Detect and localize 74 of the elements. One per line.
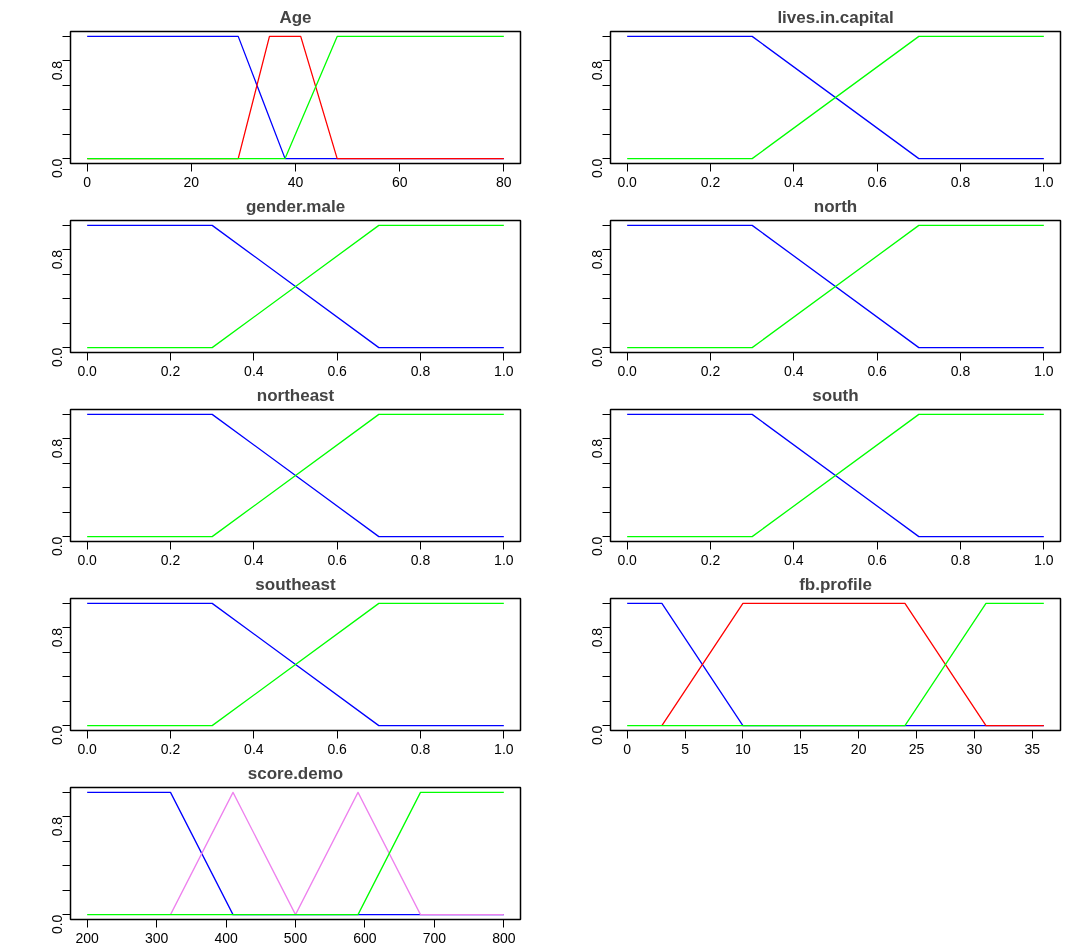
chart-title: lives.in.capital bbox=[777, 7, 894, 27]
x-tick-label: 0.4 bbox=[244, 362, 264, 379]
x-tick-label: 1.0 bbox=[1034, 551, 1054, 568]
y-tick-label: 0.8 bbox=[49, 816, 66, 837]
x-tick-label: 0.4 bbox=[784, 362, 804, 379]
x-tick-label: 60 bbox=[391, 173, 408, 190]
x-tick-label: 40 bbox=[287, 173, 304, 190]
x-tick-label: 0.6 bbox=[327, 740, 348, 757]
x-tick-label: 0.2 bbox=[160, 362, 181, 379]
chart-title: north bbox=[813, 196, 858, 216]
x-tick-label: 0 bbox=[623, 740, 632, 757]
x-tick-label: 600 bbox=[353, 929, 377, 946]
chart-title: Age bbox=[279, 7, 312, 27]
x-tick-label: 0.8 bbox=[410, 740, 431, 757]
x-tick-label: 0.8 bbox=[410, 362, 431, 379]
x-tick-label: 25 bbox=[908, 740, 925, 757]
x-tick-label: 20 bbox=[183, 173, 200, 190]
y-tick-label: 0.8 bbox=[589, 438, 606, 459]
y-tick-label: 0.8 bbox=[49, 438, 66, 459]
chart-title: score.demo bbox=[247, 763, 344, 783]
x-tick-label: 0.6 bbox=[327, 362, 348, 379]
x-tick-label: 0.6 bbox=[867, 362, 888, 379]
x-tick-label: 0.0 bbox=[617, 551, 638, 568]
x-tick-label: 300 bbox=[144, 929, 169, 946]
x-tick-label: 700 bbox=[422, 929, 447, 946]
y-tick-label: 0.8 bbox=[49, 627, 66, 648]
y-tick-label: 0.8 bbox=[49, 60, 66, 81]
x-tick-label: 500 bbox=[283, 929, 308, 946]
x-tick-label: 1.0 bbox=[494, 551, 514, 568]
x-tick-label: 0.6 bbox=[867, 551, 888, 568]
chart-title: south bbox=[812, 385, 859, 405]
x-tick-label: 0.8 bbox=[410, 551, 431, 568]
x-tick-label: 1.0 bbox=[494, 362, 514, 379]
x-tick-label: 0.8 bbox=[950, 551, 971, 568]
chart-title: gender.male bbox=[245, 196, 346, 216]
x-tick-label: 0.2 bbox=[160, 551, 181, 568]
x-tick-label: 80 bbox=[496, 173, 512, 190]
x-tick-label: 0.0 bbox=[77, 740, 98, 757]
x-tick-label: 0.4 bbox=[784, 173, 804, 190]
x-tick-label: 0.0 bbox=[77, 362, 98, 379]
x-tick-label: 200 bbox=[75, 929, 100, 946]
x-tick-label: 0.0 bbox=[77, 551, 98, 568]
x-tick-label: 0.0 bbox=[617, 362, 638, 379]
y-tick-label: 0.8 bbox=[49, 249, 66, 270]
x-tick-label: 0.4 bbox=[244, 740, 264, 757]
x-tick-label: 0.2 bbox=[160, 740, 181, 757]
x-tick-label: 0.6 bbox=[867, 173, 888, 190]
chart-title: fb.profile bbox=[799, 574, 872, 594]
x-tick-label: 1.0 bbox=[1034, 362, 1054, 379]
x-tick-label: 800 bbox=[492, 929, 516, 946]
y-tick-label: 0.8 bbox=[589, 627, 606, 648]
x-tick-label: 0.2 bbox=[700, 551, 721, 568]
x-tick-label: 0.2 bbox=[700, 173, 721, 190]
x-tick-label: 0.0 bbox=[617, 173, 638, 190]
y-tick-label: 0.8 bbox=[589, 60, 606, 81]
x-tick-label: 10 bbox=[735, 740, 751, 757]
chart-title: southeast bbox=[255, 574, 336, 594]
x-tick-label: 0.8 bbox=[950, 173, 971, 190]
x-tick-label: 35 bbox=[1024, 740, 1041, 757]
x-tick-label: 1.0 bbox=[1034, 173, 1054, 190]
x-tick-label: 0.6 bbox=[327, 551, 348, 568]
x-tick-label: 0 bbox=[83, 173, 92, 190]
x-tick-label: 400 bbox=[214, 929, 238, 946]
x-tick-label: 0.4 bbox=[784, 551, 804, 568]
chart-title: northeast bbox=[256, 385, 335, 405]
x-tick-label: 0.4 bbox=[244, 551, 264, 568]
x-tick-label: 5 bbox=[681, 740, 690, 757]
x-tick-label: 15 bbox=[792, 740, 809, 757]
x-tick-label: 30 bbox=[966, 740, 983, 757]
y-tick-label: 0.8 bbox=[589, 249, 606, 270]
x-tick-label: 0.8 bbox=[950, 362, 971, 379]
x-tick-label: 20 bbox=[850, 740, 867, 757]
x-tick-label: 0.2 bbox=[700, 362, 721, 379]
x-tick-label: 1.0 bbox=[494, 740, 514, 757]
